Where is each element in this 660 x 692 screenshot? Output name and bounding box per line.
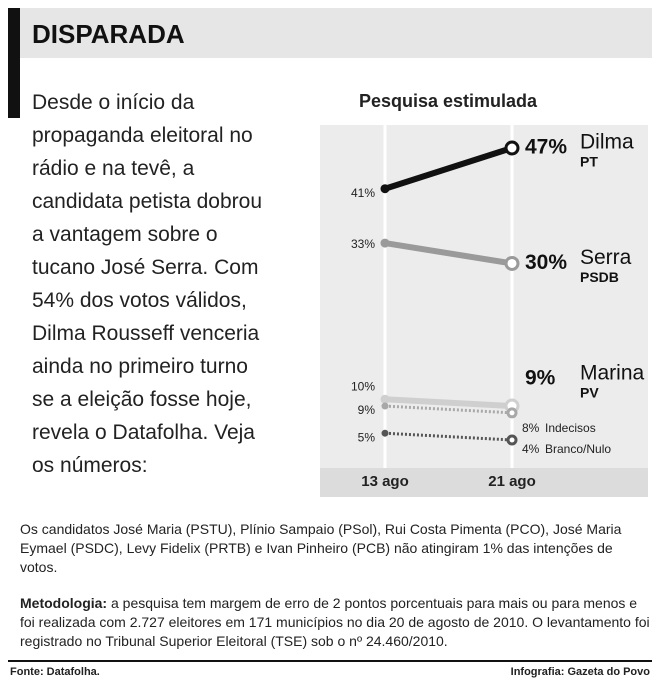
intro-line: os números: — [32, 454, 148, 477]
value-label: 47% — [525, 136, 567, 159]
value-label: 30% — [525, 251, 567, 274]
methodology: Metodologia: a pesquisa tem margem de er… — [20, 594, 650, 651]
credit: Infografia: Gazeta do Povo — [510, 666, 650, 678]
value-label: 10% — [351, 379, 375, 393]
series-line — [384, 404, 513, 415]
value-label: 4% — [522, 442, 540, 456]
legend-name: Dilma — [580, 131, 634, 154]
point — [506, 434, 518, 446]
point — [380, 184, 390, 194]
intro-line: Dilma Rousseff venceria — [32, 322, 260, 345]
intro-line: tucano José Serra. Com — [32, 256, 259, 279]
value-label: 41% — [351, 186, 375, 200]
legend-name: Serra — [580, 246, 632, 269]
legend-party: PSDB — [580, 269, 619, 285]
methodology-text: a pesquisa tem margem de erro de 2 ponto… — [20, 595, 650, 649]
intro-line: propaganda eleitoral no — [32, 124, 253, 147]
value-label: 9% — [358, 403, 376, 417]
header-title: DISPARADA — [32, 19, 185, 49]
point — [506, 407, 518, 419]
value-label: 5% — [358, 430, 376, 444]
methodology-label: Metodologia: — [20, 595, 108, 611]
chart: Pesquisa estimulada 13 ago 21 ago 41% 47% Di… — [320, 91, 648, 497]
chart-title: Pesquisa estimulada — [359, 91, 538, 111]
footer-rule — [8, 660, 652, 662]
series-line — [384, 240, 513, 267]
legend-name: Indecisos — [545, 421, 596, 435]
x-tick-label: 21 ago — [488, 473, 536, 490]
legend-party: PT — [580, 154, 598, 170]
intro-line: candidata petista dobrou — [32, 190, 263, 213]
intro-line: 54% dos votos válidos, — [32, 289, 247, 312]
value-label: 9% — [525, 367, 556, 390]
value-label: 33% — [351, 237, 375, 251]
intro-line: Desde o início da — [32, 91, 195, 114]
series-line — [384, 431, 513, 442]
legend-name: Branco/Nulo — [545, 442, 611, 456]
point — [380, 394, 390, 404]
series-line — [384, 145, 513, 192]
intro-text: Desde o início da propaganda eleitoral no… — [32, 86, 262, 482]
legend-name: Marina — [580, 362, 645, 385]
notes: Os candidatos José Maria (PSTU), Plínio … — [20, 521, 622, 575]
x-tick-label: 13 ago — [361, 473, 409, 490]
point — [381, 429, 389, 437]
intro-line: ainda no primeiro turno — [32, 355, 248, 378]
legend-party: PV — [580, 385, 599, 401]
plot-background — [320, 125, 648, 497]
axis-band — [320, 468, 648, 497]
intro-line: rádio e na tevê, a — [32, 157, 195, 180]
point — [504, 140, 520, 156]
header-accent — [8, 8, 20, 118]
point — [381, 402, 389, 410]
intro-line: revela o Datafolha. Veja — [32, 421, 255, 444]
value-label: 8% — [522, 421, 540, 435]
point — [380, 238, 390, 248]
source: Fonte: Datafolha. — [10, 666, 100, 678]
series-line — [384, 396, 513, 410]
header-band — [8, 8, 652, 58]
point — [504, 255, 520, 271]
intro-line: se a eleição fosse hoje, — [32, 388, 252, 411]
intro-line: a vantagem sobre o — [32, 223, 218, 246]
